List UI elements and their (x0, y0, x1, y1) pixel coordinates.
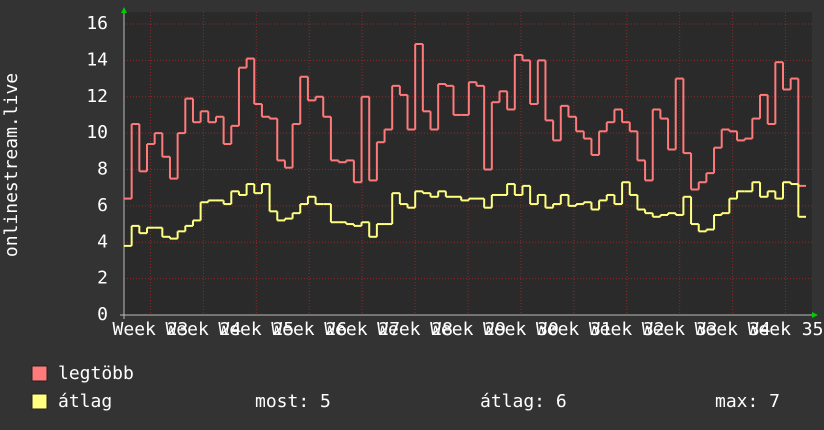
x-tick-label: Week 33 (642, 319, 718, 340)
y-tick-label: 2 (97, 268, 108, 289)
x-tick-label: Week 30 (483, 319, 559, 340)
y-tick-label: 0 (97, 304, 108, 325)
legend-stat: max: 7 (715, 391, 780, 412)
y-tick-label: 16 (86, 13, 108, 34)
y-tick-label: 6 (97, 195, 108, 216)
legend-swatch (31, 365, 48, 382)
x-tick-label: Week 29 (430, 319, 506, 340)
y-axis-label: onlinestream.live (1, 73, 22, 257)
y-tick-label: 4 (97, 231, 108, 252)
y-tick-label: 12 (86, 86, 108, 107)
x-tick-label: Week 32 (589, 319, 665, 340)
legend-stat: átlag: 6 (480, 391, 567, 412)
y-tick-label: 8 (97, 159, 108, 180)
legend-label: legtöbb (58, 363, 134, 384)
x-tick-label: Week 31 (536, 319, 612, 340)
x-tick-label: Week 35 (748, 319, 824, 340)
y-tick-label: 14 (86, 49, 108, 70)
y-tick-label: 10 (86, 122, 108, 143)
x-tick-label: Week 34 (695, 319, 771, 340)
x-tick-label: Week 23 (113, 319, 189, 340)
x-tick-label: Week 24 (165, 319, 241, 340)
legend-stat: most: 5 (255, 391, 331, 412)
legend-swatch (31, 393, 48, 410)
axis-arrow (812, 312, 818, 318)
x-tick-label: Week 26 (271, 319, 347, 340)
x-tick-label: Week 25 (218, 319, 294, 340)
x-tick-label: Week 28 (377, 319, 453, 340)
x-tick-label: Week 27 (324, 319, 400, 340)
legend-label: átlag (58, 391, 112, 412)
axis-arrow (121, 7, 127, 13)
